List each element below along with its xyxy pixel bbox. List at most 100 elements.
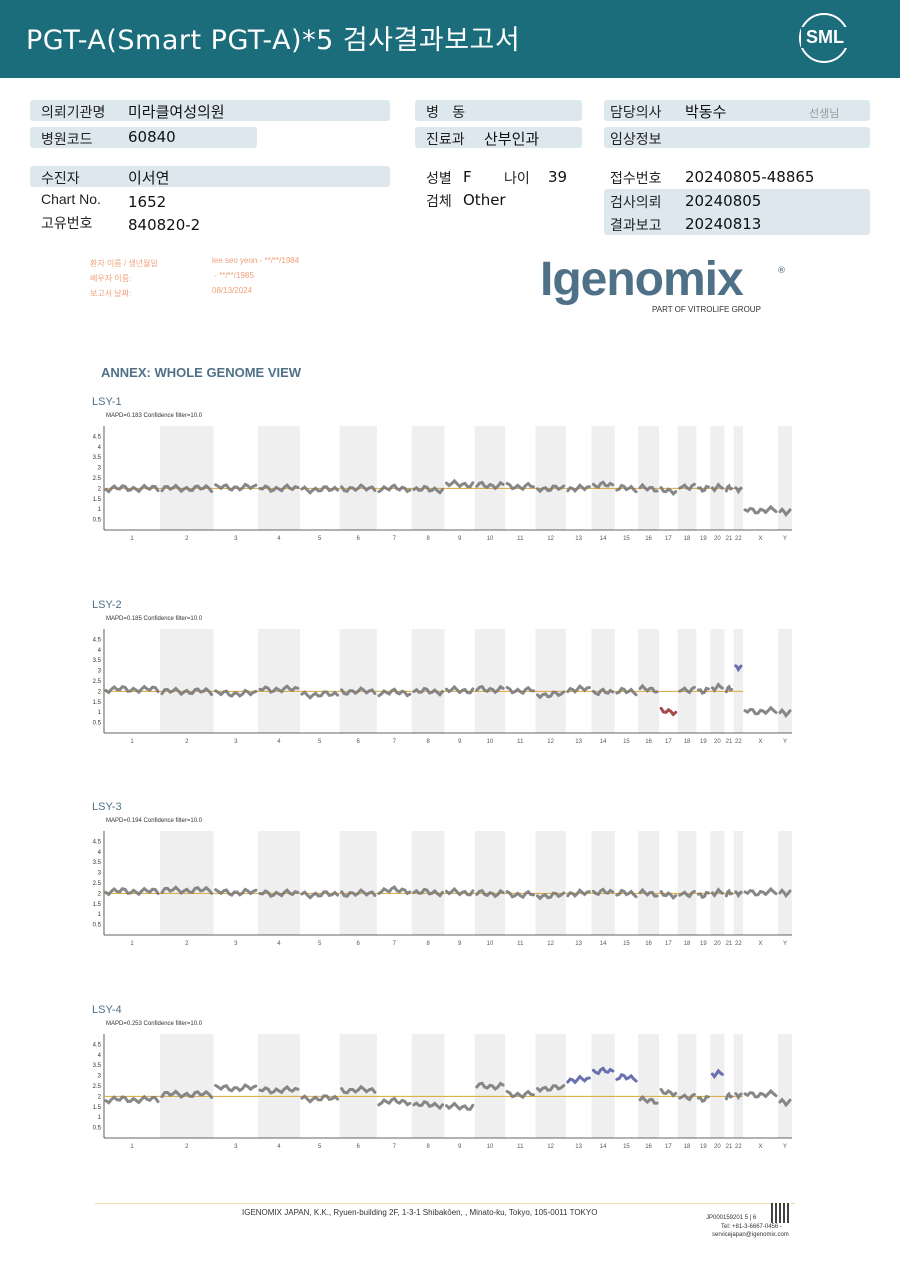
segment-22 (734, 664, 743, 673)
segment-16 (638, 683, 659, 694)
chrom-band (591, 1034, 615, 1138)
segment-19 (696, 484, 710, 493)
y-tick-label: 1.5 (93, 497, 102, 503)
segment-5 (300, 890, 340, 900)
segment-20 (710, 682, 724, 693)
x-tick-label: 9 (458, 536, 462, 542)
x-tick-label: 11 (517, 536, 524, 542)
x-tick-label: 17 (665, 739, 672, 745)
x-tick-label: 3 (234, 1144, 238, 1150)
segment-17 (659, 486, 678, 496)
x-tick-label: 10 (487, 941, 494, 947)
sex-value: F (463, 168, 472, 186)
x-tick-label: 15 (623, 739, 630, 745)
chart-no-value: 1652 (128, 193, 167, 211)
y-tick-label: 3 (98, 669, 102, 675)
chrom-band (677, 629, 697, 733)
patient-value: 이서연 (128, 169, 170, 187)
specimen-value: Other (463, 191, 506, 209)
segment-2 (160, 1089, 214, 1100)
y-tick-label: 3.5 (93, 455, 102, 461)
segment-12 (536, 891, 566, 901)
pb-value-3: 08/13/2024 (212, 286, 253, 295)
chrom-band (733, 629, 744, 733)
x-tick-label: 20 (714, 536, 721, 542)
x-tick-label: 16 (645, 739, 652, 745)
chrom-band (778, 629, 792, 733)
x-tick-label: 6 (357, 739, 361, 745)
x-tick-label: 10 (487, 536, 494, 542)
department-bar (415, 127, 582, 148)
doctor-suffix: 선생님 (809, 107, 840, 120)
panel-stats-4: MAPD=0.253 Confidence filter=10.0 (106, 1021, 203, 1027)
y-tick-label: 1.5 (93, 700, 102, 706)
department-value: 산부인과 (484, 130, 540, 148)
pb-value-2: - **/**/1985 (212, 271, 254, 280)
y-tick-label: 2 (98, 689, 102, 695)
segment-5 (300, 1094, 340, 1104)
chrom-band (339, 426, 377, 530)
y-tick-label: 3.5 (93, 860, 102, 866)
segment-1 (104, 1094, 160, 1105)
x-tick-label: 13 (575, 536, 582, 542)
segment-Y (778, 507, 792, 518)
segment-13 (566, 888, 591, 899)
segment-21 (724, 1091, 734, 1101)
x-tick-label: 17 (665, 536, 672, 542)
chrom-band (638, 1034, 660, 1138)
x-tick-label: 15 (623, 941, 630, 947)
segment-17 (659, 1087, 678, 1098)
x-tick-label: 2 (185, 941, 189, 947)
x-tick-label: 12 (547, 536, 554, 542)
x-tick-label: 6 (357, 1144, 361, 1150)
segment-11 (505, 481, 535, 492)
x-tick-label: 14 (600, 536, 607, 542)
chrom-band (778, 831, 792, 935)
y-tick-label: 4 (98, 1053, 102, 1059)
x-tick-label: 22 (735, 536, 742, 542)
x-tick-label: 2 (185, 1144, 189, 1150)
y-tick-label: 2.5 (93, 476, 102, 482)
x-tick-label: 13 (575, 739, 582, 745)
segment-18 (678, 889, 696, 899)
x-tick-label: 5 (318, 1144, 322, 1150)
segment-15 (615, 686, 638, 697)
test-request-value: 20240805 (685, 192, 762, 210)
x-tick-label: 18 (684, 739, 691, 745)
y-tick-label: 2 (98, 486, 102, 492)
x-tick-label: 3 (234, 739, 238, 745)
pb-label-2: 배우자 이름: (90, 274, 132, 283)
pb-label-3: 보고서 날짜: (90, 289, 132, 298)
segment-13 (566, 684, 591, 694)
segment-7 (377, 687, 412, 698)
segment-18 (678, 482, 696, 492)
chrom-band (257, 426, 300, 530)
x-tick-label: 12 (547, 1144, 554, 1150)
x-tick-label: 9 (458, 1144, 462, 1150)
x-tick-label: 17 (665, 1144, 672, 1150)
chrom-band (591, 426, 615, 530)
segment-7 (377, 1096, 412, 1107)
x-tick-label: 3 (234, 941, 238, 947)
chrom-band (411, 1034, 445, 1138)
x-tick-label: 18 (684, 1144, 691, 1150)
segment-12 (536, 1084, 566, 1093)
segment-19 (696, 890, 710, 900)
age-label: 나이 (504, 171, 530, 187)
footer-divider (95, 1203, 795, 1204)
receipt-no-label: 접수번호 (610, 171, 662, 187)
x-tick-label: 13 (575, 941, 582, 947)
segment-11 (505, 1089, 535, 1100)
clinical-info-label: 임상정보 (610, 132, 662, 148)
segment-9 (445, 1101, 475, 1112)
chrom-band (411, 831, 445, 935)
chrom-band (257, 1034, 300, 1138)
x-tick-label: 6 (357, 536, 361, 542)
igenomix-logo: Igenomix (540, 253, 744, 306)
x-tick-label: Y (783, 739, 787, 745)
segment-22 (734, 1092, 743, 1101)
chrom-band (710, 629, 725, 733)
footer-phone: Tel: +81-3-6667-0456 - (721, 1224, 782, 1230)
chrom-band (778, 1034, 792, 1138)
x-tick-label: 19 (700, 739, 707, 745)
